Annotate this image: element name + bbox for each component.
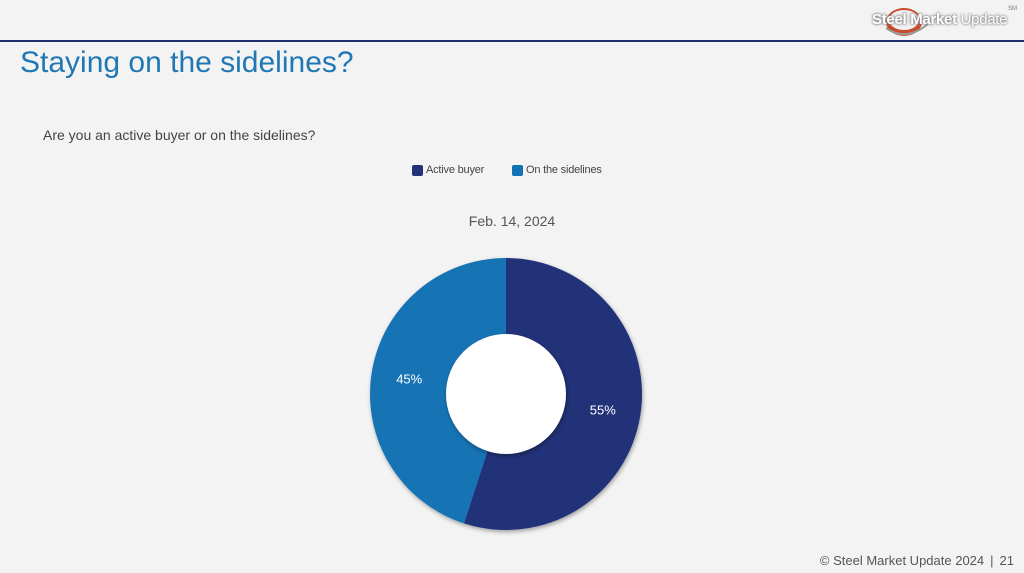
logo-text-light: Update <box>956 11 1008 28</box>
chart-title: Feb. 14, 2024 <box>468 213 556 229</box>
logo-swoosh-icon <box>885 8 929 36</box>
header-rule <box>0 40 1024 42</box>
legend-swatch-on-the-sidelines <box>512 165 523 176</box>
logo-wordmark: Steel Market Update <box>872 11 1008 28</box>
footer-page-number: 21 <box>999 553 1014 568</box>
logo-text-strong: Steel Market <box>872 11 957 28</box>
footer-separator: | <box>990 553 994 568</box>
legend-label-on-the-sidelines: On the sidelines <box>526 164 602 176</box>
survey-question: Are you an active buyer or on the sideli… <box>43 127 316 143</box>
legend-label-active-buyer: Active buyer <box>426 164 485 176</box>
slide-footer: © Steel Market Update 2024 | 21 <box>820 553 1014 568</box>
data-label-on-the-sidelines: 45% <box>396 372 422 387</box>
data-label-active-buyer: 55% <box>590 402 616 417</box>
logo-mark: SM <box>1008 6 1017 12</box>
donut-hole <box>446 334 566 454</box>
steel-market-update-logo: Steel Market Update SM <box>872 2 1018 40</box>
chart-legend: Active buyer On the sidelines <box>0 164 1024 178</box>
slice-on-the-sidelines <box>369 258 506 524</box>
legend-swatch-active-buyer <box>412 165 423 176</box>
footer-copyright: © Steel Market Update 2024 <box>819 553 985 568</box>
page-title: Staying on the sidelines? <box>20 46 354 79</box>
